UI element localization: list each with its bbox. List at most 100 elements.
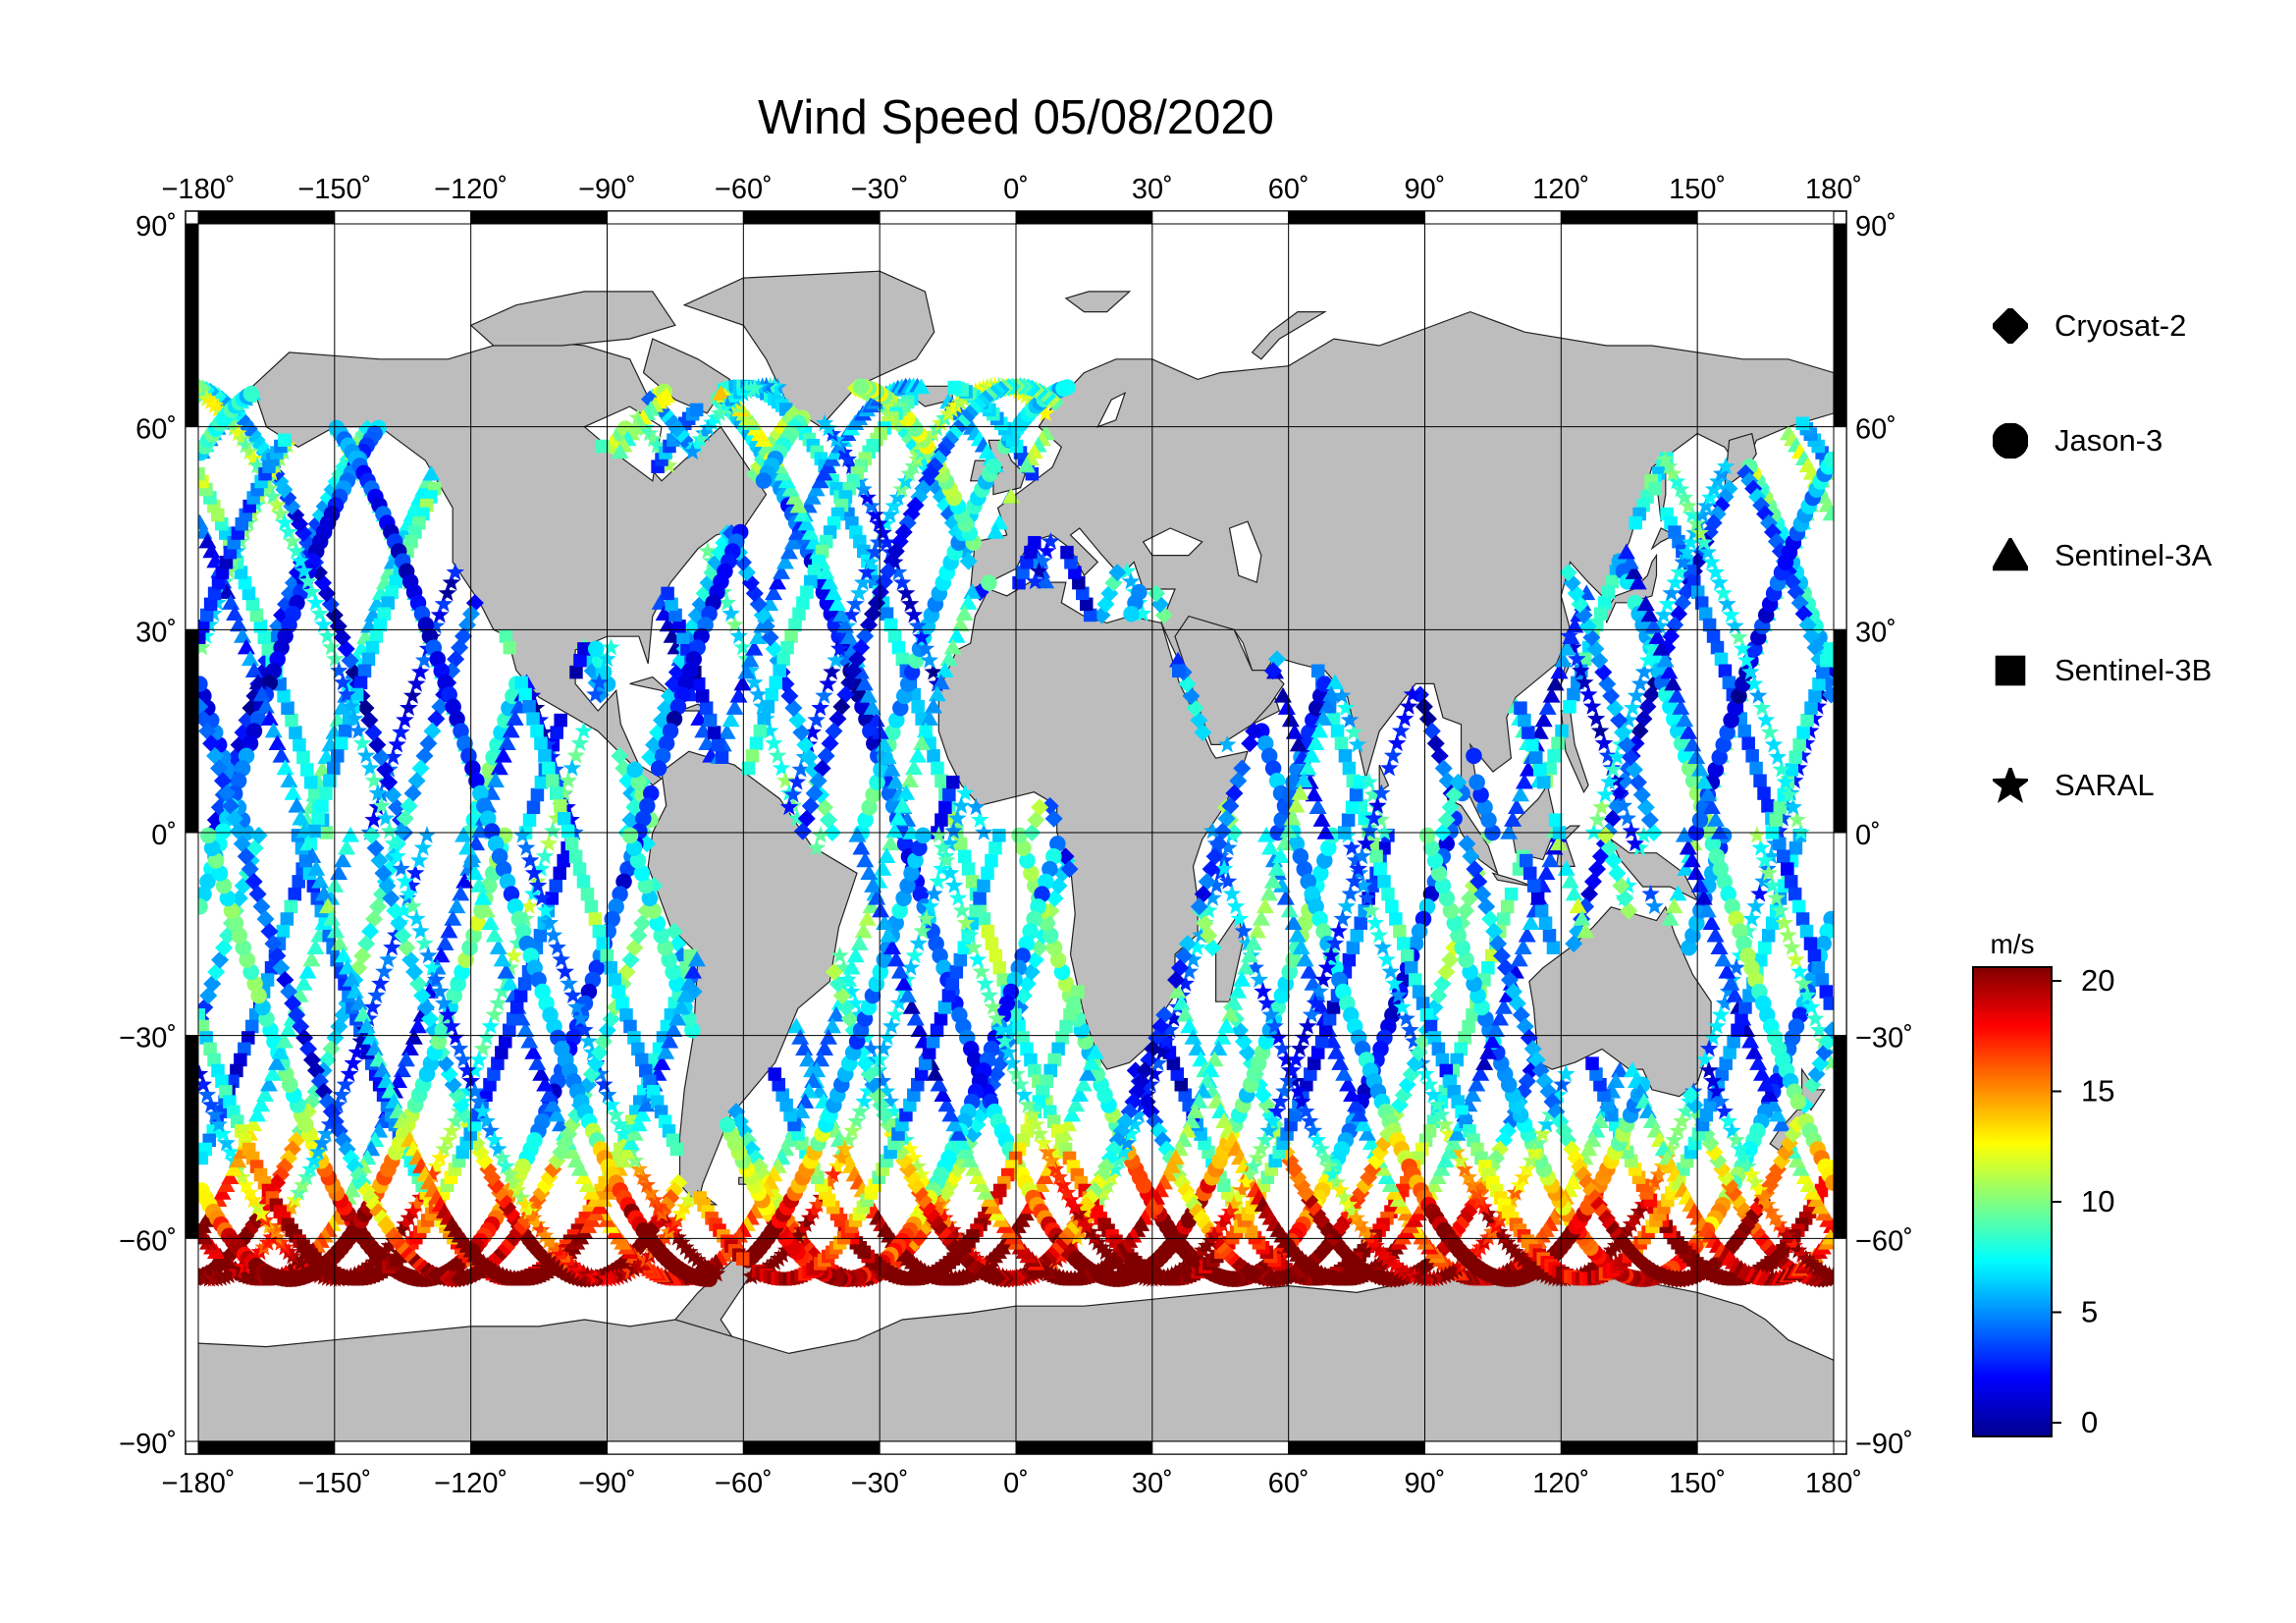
- track-point: [733, 637, 752, 656]
- track-point: [1731, 1023, 1744, 1038]
- track-point: [1347, 1096, 1365, 1112]
- track-point: [799, 1051, 818, 1067]
- track-point: [1735, 1011, 1748, 1026]
- track-point: [707, 726, 721, 739]
- track-point: [718, 593, 736, 611]
- track-point: [384, 747, 402, 766]
- track-point: [438, 583, 457, 602]
- track-point: [595, 439, 609, 454]
- track-point: [329, 711, 347, 728]
- track-point: [791, 1028, 810, 1045]
- track-point: [772, 758, 791, 777]
- track-point: [406, 674, 426, 692]
- track-point: [506, 1011, 520, 1026]
- track-point: [307, 787, 322, 802]
- land-svalbard: [1064, 291, 1132, 313]
- track-point: [1737, 724, 1751, 738]
- track-point: [946, 775, 960, 789]
- track-point: [927, 749, 940, 763]
- track-point: [1753, 774, 1767, 788]
- track-point: [784, 629, 798, 643]
- track-point: [957, 849, 972, 864]
- track-point: [698, 734, 717, 750]
- track-point: [1011, 827, 1028, 844]
- track-point: [1174, 1077, 1189, 1092]
- track-point: [931, 761, 944, 776]
- track-point: [414, 650, 434, 669]
- land-novaya-zemlya: [1251, 311, 1327, 360]
- track-point: [1757, 786, 1771, 800]
- track-point: [769, 676, 782, 690]
- track-point: [745, 673, 764, 691]
- track-point: [1125, 1114, 1145, 1133]
- track-point: [349, 687, 364, 702]
- track-point: [780, 640, 794, 655]
- track-point: [1534, 903, 1549, 918]
- track-point: [1555, 724, 1569, 738]
- track-point: [1706, 629, 1721, 643]
- track-point: [1218, 839, 1238, 856]
- land-madagascar: [1214, 912, 1245, 1002]
- track-point: [663, 626, 681, 643]
- track-point: [1343, 1086, 1362, 1102]
- track-point: [659, 616, 677, 632]
- track-point: [1504, 887, 1519, 901]
- track-point: [1280, 901, 1299, 918]
- track-point: [638, 835, 657, 853]
- track-point: [335, 736, 348, 750]
- track-point: [238, 575, 252, 590]
- track-point: [1184, 949, 1202, 968]
- track-point: [549, 879, 562, 893]
- track-point: [198, 466, 205, 481]
- track-point: [1075, 1075, 1094, 1092]
- track-point: [1095, 1183, 1113, 1201]
- track-point: [1419, 1008, 1434, 1022]
- track-point: [765, 687, 779, 702]
- track-point: [1330, 724, 1345, 738]
- track-point: [661, 586, 674, 601]
- track-point: [741, 661, 760, 679]
- land-greenland: [682, 270, 935, 428]
- track-point: [1028, 1063, 1041, 1078]
- track-point: [1543, 761, 1557, 776]
- track-point: [880, 607, 894, 621]
- track-point: [1060, 545, 1074, 560]
- track-point: [1789, 840, 1803, 855]
- track-point: [908, 1157, 927, 1174]
- track-point: [1565, 935, 1583, 953]
- track-point: [988, 1065, 1006, 1084]
- track-point: [690, 710, 709, 726]
- track-point: [868, 574, 882, 589]
- track-point: [768, 746, 787, 764]
- track-point: [1067, 1096, 1086, 1112]
- track-point: [1404, 961, 1418, 975]
- track-point: [1023, 865, 1040, 882]
- track-point: [1059, 379, 1076, 396]
- land-kamchatka: [1724, 432, 1757, 489]
- track-point: [1412, 985, 1426, 999]
- track-point: [981, 574, 997, 591]
- track-point: [861, 1039, 881, 1057]
- track-point: [1300, 962, 1318, 979]
- track-point: [985, 937, 999, 950]
- track-point: [557, 853, 570, 868]
- track-point: [1342, 952, 1357, 967]
- track-point: [773, 664, 786, 678]
- track-point: [234, 566, 248, 579]
- track-point: [533, 929, 548, 943]
- track-point: [1520, 853, 1533, 868]
- track-point: [1377, 1168, 1396, 1184]
- track-point: [1354, 1115, 1372, 1132]
- track-point: [1462, 1019, 1475, 1034]
- track-point: [1170, 1067, 1185, 1081]
- track-point: [650, 760, 667, 777]
- track-point: [946, 1226, 966, 1244]
- track-point: [1777, 849, 1790, 864]
- track-point: [434, 594, 454, 613]
- track-point: [1714, 652, 1729, 667]
- track-point: [1758, 941, 1772, 954]
- track-point: [1454, 1042, 1468, 1056]
- track-point: [1188, 938, 1206, 956]
- track-point: [1665, 897, 1683, 914]
- track-point: [357, 664, 372, 678]
